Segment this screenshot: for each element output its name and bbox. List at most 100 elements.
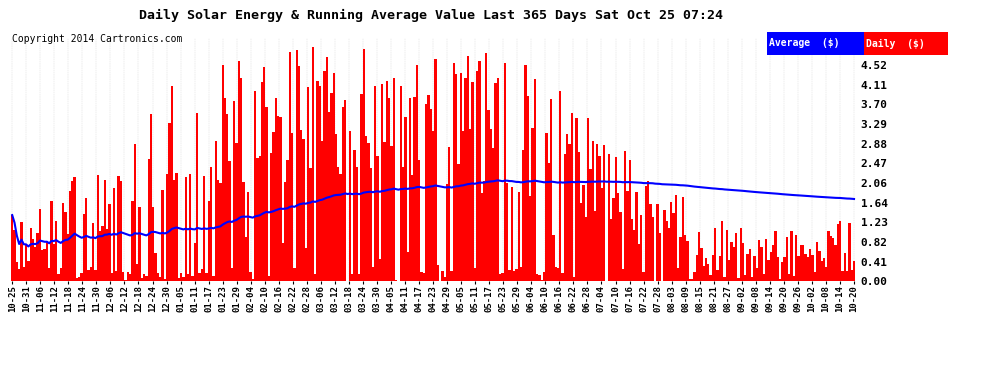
Bar: [848, 223, 850, 281]
Bar: [379, 258, 381, 281]
Bar: [665, 221, 668, 281]
Bar: [358, 274, 360, 281]
Bar: [835, 245, 837, 281]
Bar: [726, 230, 728, 281]
Bar: [146, 276, 148, 281]
Bar: [753, 256, 755, 281]
Bar: [288, 52, 291, 281]
Bar: [134, 144, 136, 281]
Bar: [18, 269, 21, 281]
Bar: [372, 267, 374, 281]
Text: Copyright 2014 Cartronics.com: Copyright 2014 Cartronics.com: [12, 34, 182, 44]
Bar: [462, 130, 464, 281]
Bar: [679, 237, 682, 281]
Bar: [712, 255, 714, 281]
Bar: [16, 262, 18, 281]
Bar: [686, 241, 689, 281]
Bar: [772, 245, 774, 281]
Bar: [333, 73, 335, 281]
Bar: [735, 233, 738, 281]
Bar: [549, 99, 552, 281]
Bar: [520, 267, 522, 281]
Bar: [35, 246, 37, 281]
Bar: [432, 131, 435, 281]
Bar: [407, 252, 409, 281]
Text: Daily Solar Energy & Running Average Value Last 365 Days Sat Oct 25 07:24: Daily Solar Energy & Running Average Val…: [139, 9, 723, 22]
Bar: [758, 240, 760, 281]
Bar: [32, 239, 35, 281]
Bar: [270, 153, 272, 281]
Bar: [69, 191, 71, 281]
Bar: [231, 268, 233, 281]
Bar: [554, 267, 556, 281]
Bar: [212, 276, 215, 281]
Text: Average  ($): Average ($): [769, 39, 840, 48]
Bar: [177, 278, 180, 281]
Bar: [483, 182, 485, 281]
Bar: [59, 268, 62, 281]
Bar: [693, 272, 696, 281]
Bar: [469, 129, 471, 281]
Bar: [129, 274, 132, 281]
Bar: [767, 32, 864, 55]
Bar: [298, 66, 300, 281]
Bar: [279, 117, 281, 281]
Bar: [790, 231, 793, 281]
Bar: [328, 112, 331, 281]
Bar: [362, 49, 365, 281]
Bar: [49, 268, 50, 281]
Bar: [421, 272, 423, 281]
Bar: [821, 261, 823, 281]
Bar: [21, 222, 23, 281]
Bar: [779, 279, 781, 281]
Bar: [208, 201, 210, 281]
Bar: [594, 211, 596, 281]
Bar: [442, 272, 444, 281]
Bar: [444, 277, 446, 281]
Bar: [104, 180, 106, 281]
Bar: [631, 219, 634, 281]
Bar: [400, 86, 402, 281]
Bar: [402, 167, 404, 281]
Bar: [781, 261, 783, 281]
Bar: [360, 94, 362, 281]
Bar: [303, 139, 305, 281]
Bar: [506, 183, 508, 281]
Bar: [527, 96, 529, 281]
Bar: [825, 267, 828, 281]
Bar: [575, 118, 578, 281]
Bar: [582, 185, 585, 281]
Bar: [256, 158, 258, 281]
Bar: [814, 273, 816, 281]
Bar: [409, 98, 411, 281]
Bar: [522, 150, 525, 281]
Bar: [497, 78, 499, 281]
Bar: [823, 258, 825, 281]
Bar: [466, 56, 469, 281]
Bar: [263, 67, 265, 281]
Bar: [132, 201, 134, 281]
Bar: [457, 164, 459, 281]
Bar: [37, 233, 39, 281]
Bar: [374, 86, 376, 281]
Text: Daily  ($): Daily ($): [866, 39, 925, 48]
Bar: [511, 187, 513, 281]
Bar: [163, 279, 166, 281]
Bar: [267, 276, 270, 281]
Bar: [845, 271, 848, 281]
Bar: [233, 101, 236, 281]
Bar: [811, 255, 814, 281]
Bar: [118, 176, 120, 281]
Bar: [428, 95, 430, 281]
Bar: [480, 193, 483, 281]
Bar: [397, 280, 400, 281]
Bar: [319, 86, 321, 281]
Bar: [832, 238, 835, 281]
Bar: [731, 242, 733, 281]
Bar: [464, 78, 466, 281]
Bar: [501, 273, 504, 281]
Bar: [617, 193, 620, 281]
Bar: [691, 279, 693, 281]
Bar: [30, 228, 32, 281]
Bar: [416, 65, 418, 281]
